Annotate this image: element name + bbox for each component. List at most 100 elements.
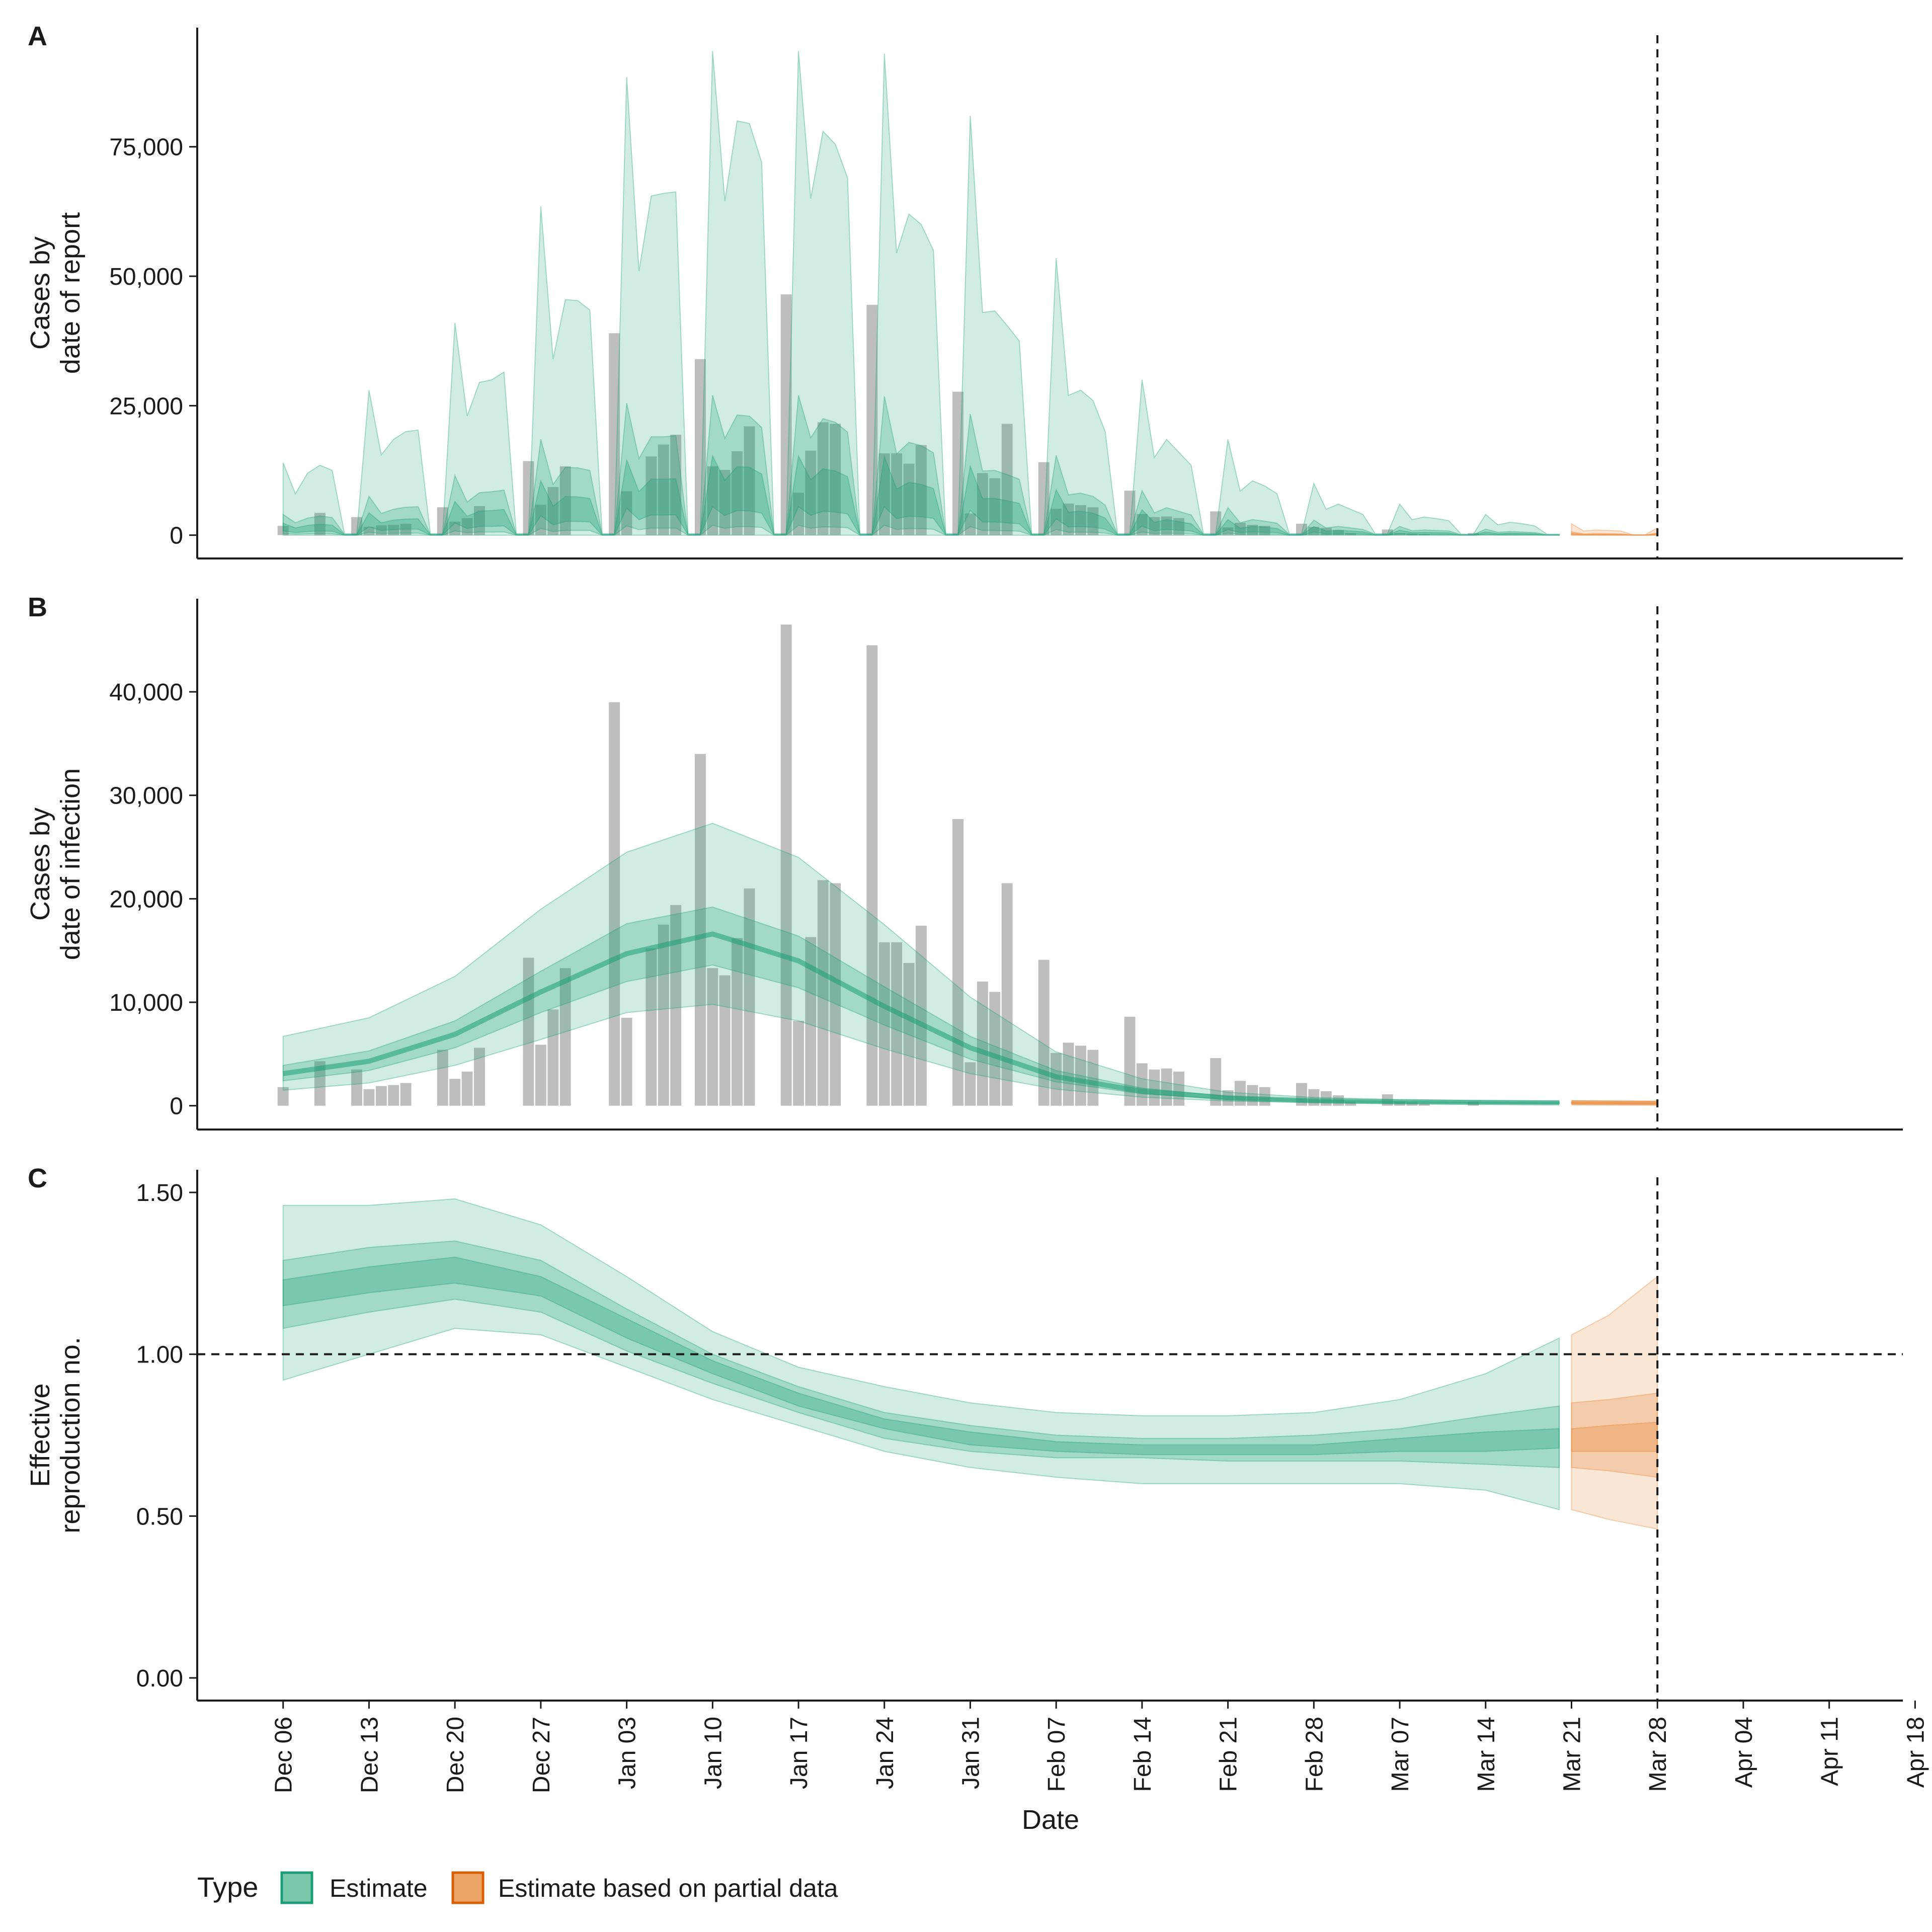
y-tick-label: 10,000 bbox=[109, 990, 183, 1016]
panel-b: B 0 10,000 20,000 30,000 40,000 Cases bydate o… bbox=[25, 592, 1903, 1131]
observed-bar bbox=[1382, 529, 1393, 535]
y-tick-label: 30,000 bbox=[109, 783, 183, 810]
observed-bar bbox=[952, 819, 963, 1106]
observed-bar bbox=[1136, 514, 1148, 535]
observed-bars bbox=[277, 624, 1479, 1106]
observed-bar bbox=[878, 453, 890, 535]
partial-band-90 bbox=[1571, 1275, 1658, 1530]
observed-bar bbox=[891, 942, 903, 1106]
observed-bar bbox=[1161, 516, 1172, 535]
observed-bar bbox=[952, 391, 963, 535]
observed-bar bbox=[437, 507, 448, 535]
y-axis-title-line: Effective bbox=[25, 1383, 55, 1487]
observed-bar bbox=[547, 487, 559, 535]
observed-bar bbox=[989, 992, 1001, 1106]
observed-bar bbox=[1320, 528, 1332, 535]
x-tick-label: Mar 14 bbox=[1473, 1717, 1500, 1792]
estimate-band-50 bbox=[282, 1240, 1560, 1468]
legend-key-partial bbox=[451, 1871, 485, 1904]
observed-bar bbox=[1149, 517, 1160, 535]
observed-bar bbox=[363, 1089, 375, 1106]
x-tick-label: Jan 24 bbox=[872, 1717, 899, 1789]
observed-bar bbox=[670, 435, 682, 535]
observed-bar bbox=[609, 333, 620, 535]
observed-bar bbox=[866, 645, 878, 1106]
observed-bar bbox=[277, 526, 289, 535]
observed-bar bbox=[646, 948, 657, 1106]
legend: Type Estimate Estimate based on partial da… bbox=[197, 1871, 838, 1904]
observed-bar bbox=[363, 527, 375, 535]
legend-label-partial: Estimate based on partial data bbox=[498, 1874, 838, 1902]
estimate-band-20 bbox=[282, 1256, 1560, 1456]
observed-bar bbox=[964, 513, 976, 535]
observed-bars bbox=[277, 294, 1479, 535]
observed-bar bbox=[719, 470, 731, 535]
observed-bar bbox=[707, 466, 718, 535]
observed-bar bbox=[1418, 1103, 1430, 1106]
estimate-band-90 bbox=[282, 1198, 1560, 1510]
observed-bar bbox=[375, 1086, 387, 1106]
observed-bar bbox=[1063, 1042, 1074, 1106]
observed-bar bbox=[1210, 1058, 1222, 1106]
observed-bar bbox=[1406, 533, 1418, 535]
observed-bar bbox=[830, 424, 841, 535]
observed-bar bbox=[878, 942, 890, 1106]
observed-bar bbox=[780, 624, 792, 1106]
x-tick-label: Mar 28 bbox=[1645, 1717, 1671, 1792]
y-axis-title: Effectivereproduction no. bbox=[25, 1337, 86, 1533]
y-tick-label: 0 bbox=[170, 1093, 183, 1120]
x-tick-label: Jan 10 bbox=[700, 1717, 727, 1789]
observed-bar bbox=[1210, 511, 1222, 535]
observed-bar bbox=[903, 463, 915, 535]
observed-bar bbox=[1222, 527, 1234, 535]
observed-bar bbox=[559, 466, 571, 535]
observed-bar bbox=[437, 1050, 448, 1106]
x-tick-label: Dec 20 bbox=[442, 1717, 469, 1793]
observed-bar bbox=[695, 754, 706, 1106]
observed-bar bbox=[449, 521, 461, 535]
observed-bar bbox=[1235, 523, 1246, 535]
estimate-band-90 bbox=[282, 823, 1560, 1105]
x-tick-label: Apr 11 bbox=[1817, 1717, 1843, 1786]
observed-bar bbox=[658, 924, 669, 1106]
observed-bar bbox=[1259, 526, 1270, 535]
x-tick-label: Dec 06 bbox=[271, 1717, 297, 1793]
observed-bar bbox=[461, 518, 473, 535]
observed-bar bbox=[830, 883, 841, 1106]
observed-bar bbox=[1418, 534, 1430, 535]
y-axis-title-line: Cases by bbox=[25, 808, 55, 921]
observed-bar bbox=[388, 1085, 399, 1106]
observed-bar bbox=[658, 444, 669, 535]
observed-bar bbox=[1051, 1053, 1062, 1106]
observed-bar bbox=[1173, 518, 1184, 535]
observed-bar bbox=[707, 968, 718, 1106]
observed-bar bbox=[1333, 530, 1344, 535]
legend-key-estimate bbox=[280, 1871, 313, 1904]
x-tick-label: Feb 21 bbox=[1216, 1717, 1242, 1792]
observed-bar bbox=[964, 1062, 976, 1106]
observed-bar bbox=[449, 1079, 461, 1106]
x-tick-label: Mar 21 bbox=[1559, 1717, 1586, 1792]
x-tick-label: Mar 07 bbox=[1387, 1717, 1414, 1792]
observed-bar bbox=[670, 905, 682, 1106]
observed-bar bbox=[400, 1083, 412, 1106]
x-axis-title: Date bbox=[1022, 1805, 1079, 1835]
y-tick-label: 25,000 bbox=[109, 393, 183, 420]
observed-bar bbox=[621, 491, 632, 535]
observed-bar bbox=[388, 525, 399, 535]
observed-bar bbox=[461, 1071, 473, 1106]
y-tick-label: 0.50 bbox=[136, 1503, 183, 1530]
observed-bar bbox=[1296, 524, 1307, 535]
observed-bar bbox=[1161, 1068, 1172, 1106]
observed-bar bbox=[547, 1009, 559, 1106]
observed-bar bbox=[535, 505, 546, 535]
observed-bar bbox=[1124, 1016, 1136, 1106]
x-tick-label: Feb 14 bbox=[1130, 1717, 1156, 1792]
observed-bar bbox=[1087, 507, 1099, 535]
observed-bar bbox=[1075, 1045, 1086, 1106]
observed-bar bbox=[474, 1048, 485, 1106]
observed-bar bbox=[375, 525, 387, 535]
observed-bar bbox=[1051, 509, 1062, 535]
y-axis-title: Cases bydate of infection bbox=[25, 768, 86, 960]
